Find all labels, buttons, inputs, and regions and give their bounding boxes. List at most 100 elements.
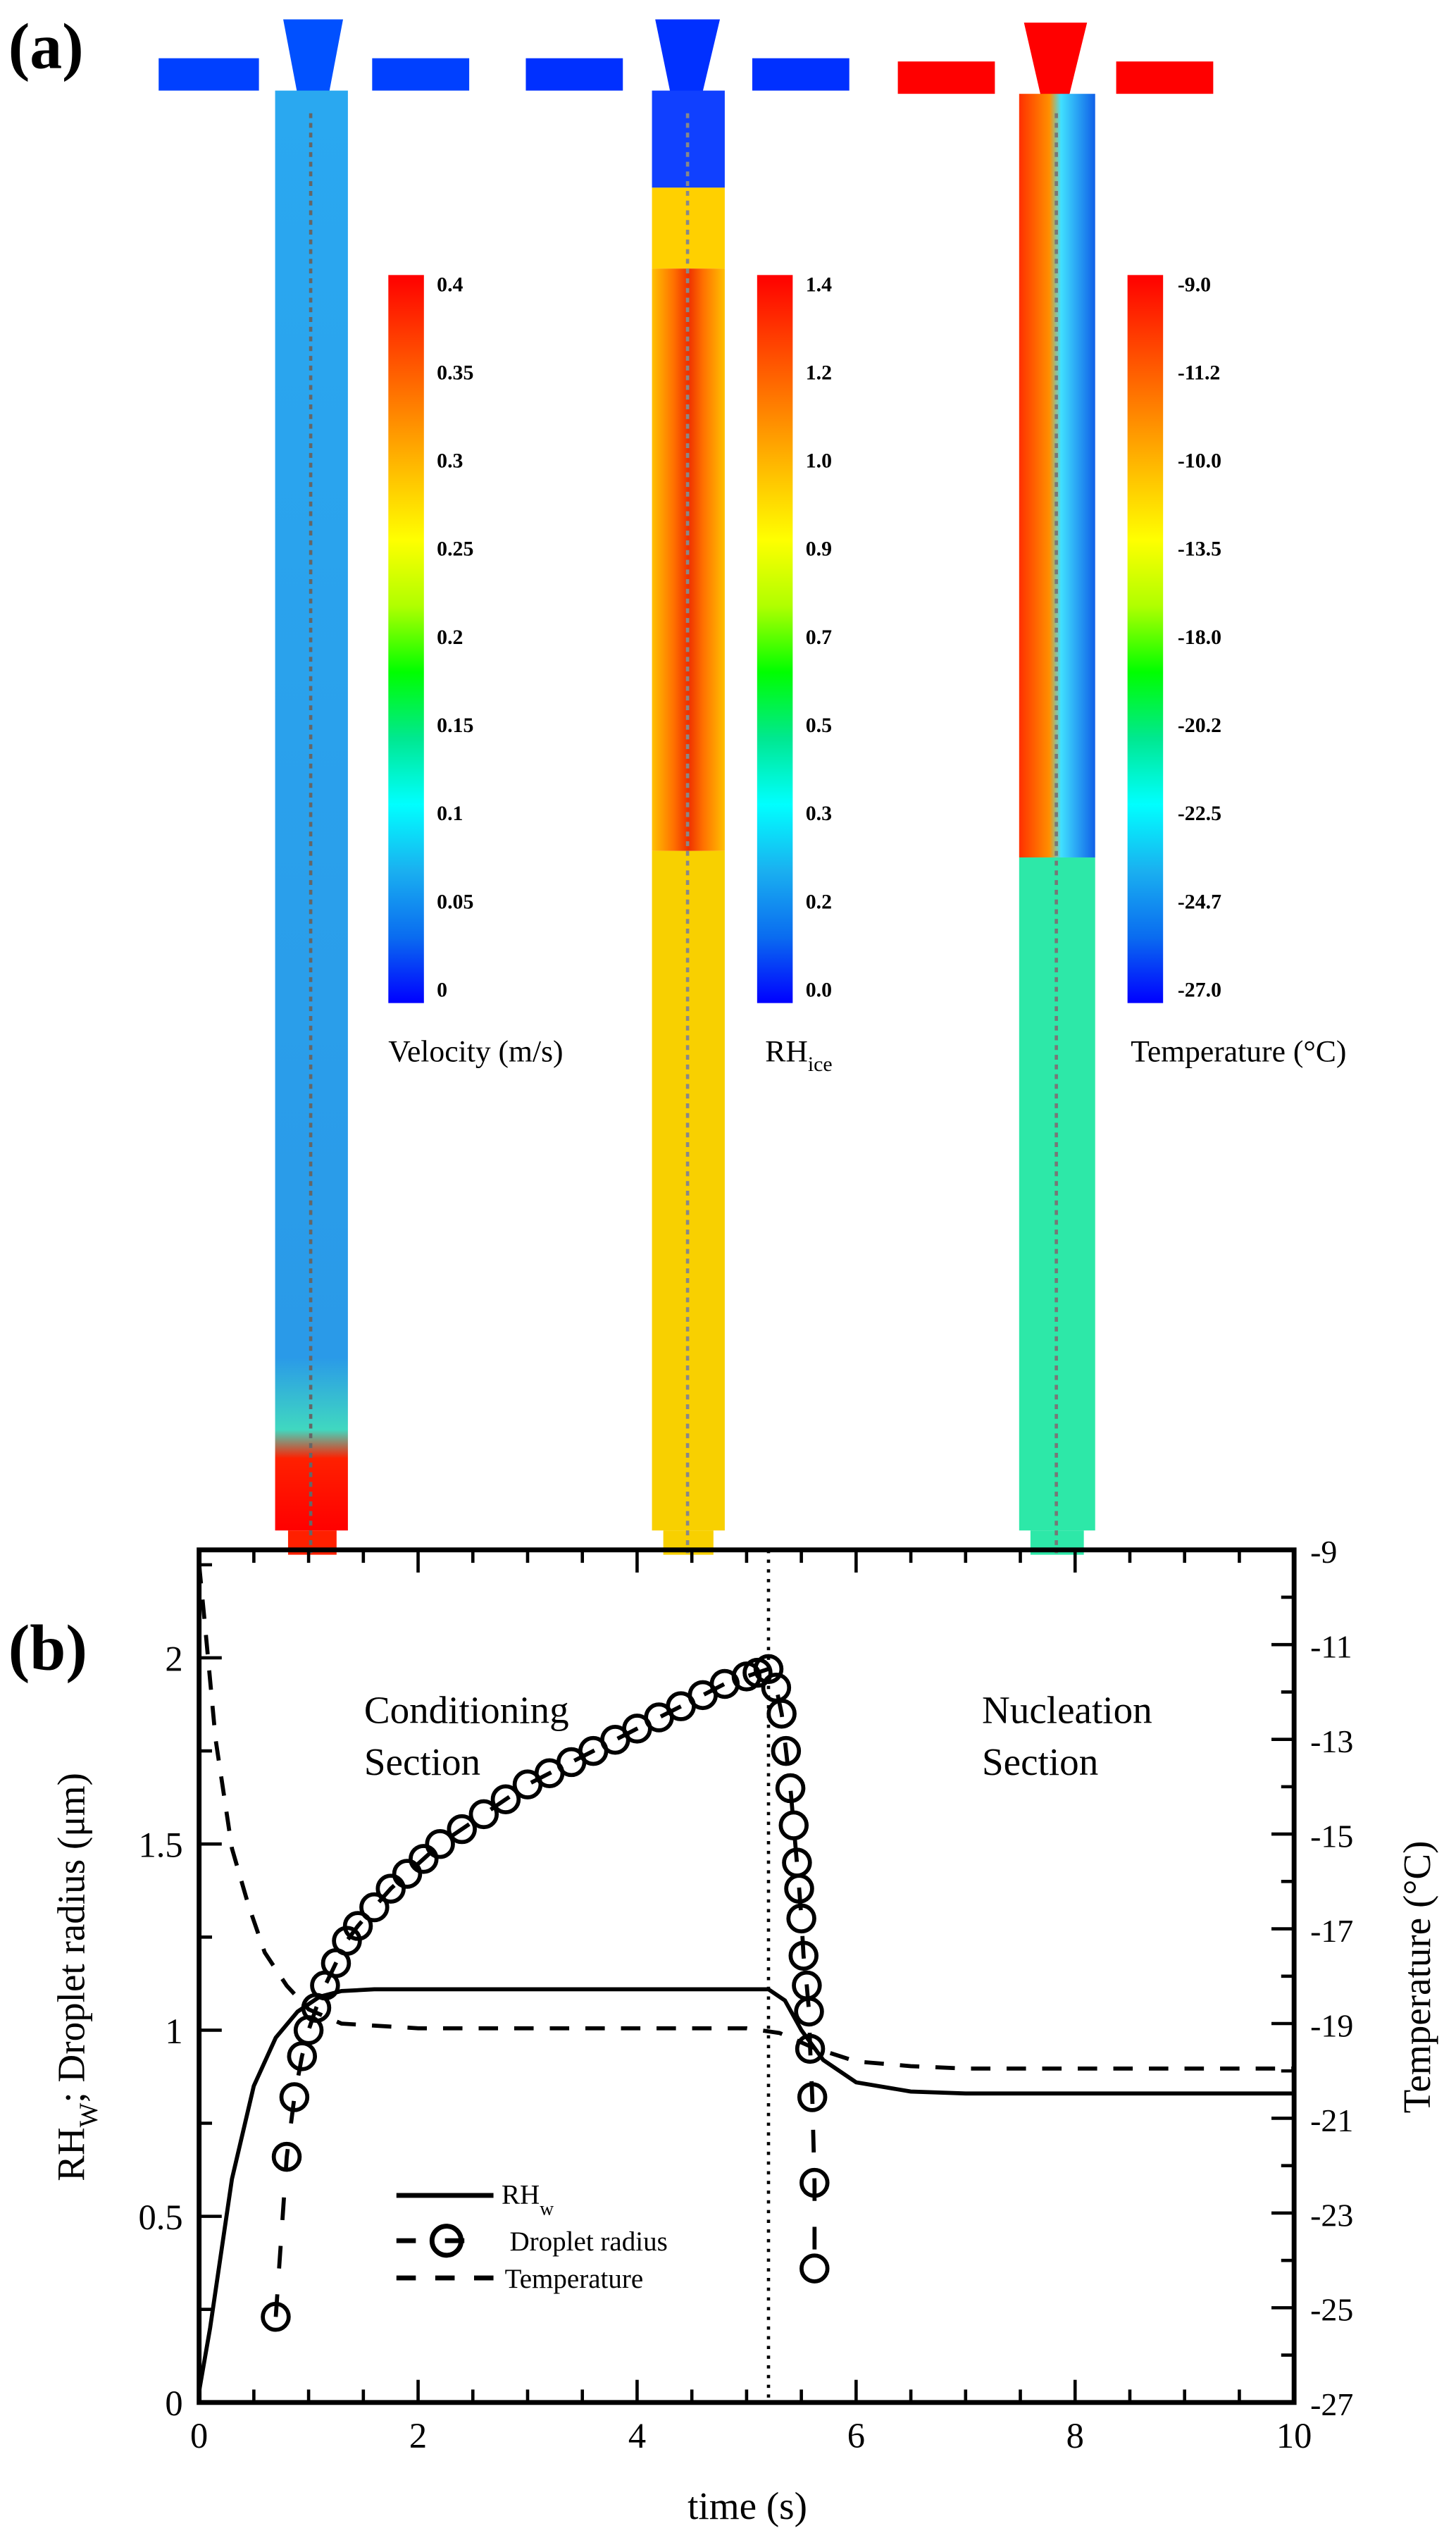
colorbar-tick-label: 0.2 — [806, 890, 832, 913]
x-tick-label: 10 — [1276, 2416, 1312, 2455]
annotation-nucleation: Nucleation — [982, 1688, 1152, 1731]
y2-tick-label: -21 — [1310, 2102, 1353, 2138]
colorbar-tick-label: 1.0 — [806, 450, 832, 473]
y2-tick-label: -17 — [1310, 1913, 1353, 1949]
colorbar-tick-label: -10.0 — [1178, 450, 1221, 473]
velocity-caption: Velocity (m/s) — [388, 1034, 563, 1068]
droplet-radius-marker — [766, 1699, 797, 1729]
legend: RHw Droplet radius Temperature — [396, 2179, 668, 2294]
droplet-radius-marker — [788, 1940, 819, 1971]
droplet-radius-marker — [447, 1814, 477, 1845]
temperature-caption: Temperature (°C) — [1131, 1034, 1346, 1068]
colorbar-tick-label: -22.5 — [1178, 802, 1221, 825]
rh-ice-caption: RHice — [765, 1034, 832, 1076]
colorbar-tick-label: 0.05 — [437, 890, 473, 913]
droplet-radius-marker — [359, 1892, 390, 1923]
legend-droplet: Droplet radius — [510, 2226, 668, 2257]
y2-tick-label: -15 — [1310, 1818, 1353, 1854]
droplet-radius-marker — [795, 2033, 826, 2064]
colorbar-tick-label: -11.2 — [1178, 361, 1221, 384]
annotation-conditioning: Conditioning — [364, 1688, 569, 1731]
panel-a-label: (a) — [8, 10, 84, 82]
y2-tick-label: -25 — [1310, 2292, 1353, 2328]
colorbar-tick-label: 0.1 — [437, 802, 463, 825]
y-tick-label: 1 — [165, 2012, 182, 2051]
colorbar-tick-label: 0.3 — [806, 802, 832, 825]
legend-rh: RHw — [502, 2179, 554, 2219]
y-axis-label: RHW; Droplet radius (μm) — [50, 1773, 103, 2181]
droplet-radius-marker — [409, 1844, 439, 1874]
y2-tick-label: -13 — [1310, 1723, 1353, 1759]
temperature-contour — [897, 23, 1214, 1555]
y-tick-label: 1.5 — [139, 1826, 183, 1865]
y2-axis-label: Temperature (°C) — [1395, 1841, 1438, 2114]
colorbar-tick-label: 0.25 — [437, 538, 473, 561]
droplet-radius-marker — [799, 2253, 830, 2284]
rh-caption-sub: ice — [808, 1053, 833, 1076]
x-tick-label: 8 — [1066, 2416, 1084, 2455]
colorbar-tick-label: 0.3 — [437, 450, 463, 473]
y2-tick-label: -27 — [1310, 2386, 1353, 2422]
temperature-colorbar — [1127, 275, 1164, 1003]
droplet-radius-marker — [753, 1654, 784, 1685]
colorbar-tick-label: 0 — [437, 978, 447, 1001]
legend-droplet-marker — [429, 2224, 464, 2258]
droplet-radius-marker — [342, 1911, 373, 1941]
colorbar-tick-label: -9.0 — [1178, 273, 1211, 296]
legend-temperature: Temperature — [505, 2264, 644, 2294]
colorbar-tick-label: -24.7 — [1178, 890, 1221, 913]
velocity-colorbar — [388, 275, 424, 1003]
colorbar-tick-label: 0.5 — [806, 714, 832, 737]
droplet-radius-marker — [794, 1996, 824, 2027]
colorbar-tick-label: 0.4 — [437, 273, 463, 296]
droplet-radius-marker — [775, 1773, 806, 1804]
droplet-radius-marker — [778, 1810, 809, 1841]
droplet-radius-marker — [784, 1873, 814, 1904]
series-line-rhw — [197, 1987, 1295, 2392]
colorbar-tick-label: 1.4 — [806, 273, 832, 296]
series-line-droplet-radius — [273, 1666, 817, 2317]
colorbar-tick-label: 0.2 — [437, 626, 463, 649]
droplet-radius-marker — [392, 1859, 423, 1889]
droplet-radius-marker — [261, 2302, 291, 2332]
rh-ice-colorbar — [757, 275, 793, 1003]
annotation-nucleation-section: Section — [982, 1740, 1098, 1783]
droplet-radius-marker — [799, 2167, 830, 2198]
annotation-conditioning-section: Section — [364, 1740, 480, 1783]
colorbar-tick-label: 0.0 — [806, 978, 832, 1001]
y2-tick-label: -23 — [1310, 2197, 1353, 2233]
droplet-radius-marker — [271, 2141, 302, 2172]
droplet-radius-marker — [425, 1828, 455, 1859]
colorbar-tick-label: 0.35 — [437, 361, 473, 384]
droplet-radius-marker — [375, 1873, 406, 1904]
time-series-chart: 0 2 4 6 8 10 0 0.5 1 1.5 2 -27 -25 -23 -21 -19 -17 -15 -13… — [50, 1534, 1438, 2527]
colorbar-tick-label: 0.7 — [806, 626, 832, 649]
y-tick-label: 0.5 — [139, 2198, 183, 2237]
colorbar-labels: 0.4 0.35 0.3 0.25 0.2 0.15 0.1 0.05 0 1.4 1.2 1.0 0.… — [437, 273, 1221, 1001]
droplet-radius-marker — [490, 1784, 521, 1815]
rh-caption-text: RH — [765, 1034, 808, 1068]
droplet-radius-marker — [468, 1799, 499, 1830]
colorbar-tick-label: 0.9 — [806, 538, 832, 561]
x-axis-label: time (s) — [687, 2484, 807, 2527]
droplet-radius-marker — [797, 2082, 828, 2112]
colorbar-tick-label: -18.0 — [1178, 626, 1221, 649]
droplet-radius-marker — [279, 2082, 310, 2112]
y-tick-label: 0 — [165, 2384, 182, 2423]
colorbar-tick-label: -20.2 — [1178, 714, 1221, 737]
colorbar-tick-label: 1.2 — [806, 361, 832, 384]
colorbar-tick-label: -13.5 — [1178, 538, 1221, 561]
x-tick-label: 4 — [628, 2416, 646, 2455]
rh-ice-contour — [525, 19, 850, 1555]
colorbar-tick-label: 0.15 — [437, 714, 473, 737]
x-tick-label: 0 — [190, 2416, 208, 2455]
panel-b-label: (b) — [8, 1612, 87, 1684]
y-tick-label: 2 — [165, 1639, 182, 1678]
droplet-radius-marker — [786, 1903, 816, 1934]
droplet-radius-marker — [771, 1735, 802, 1766]
series-line-temperature — [197, 1563, 1295, 2071]
x-tick-label: 2 — [409, 2416, 427, 2455]
colorbar-tick-label: -27.0 — [1178, 978, 1221, 1001]
y2-tick-label: -19 — [1310, 2007, 1353, 2043]
